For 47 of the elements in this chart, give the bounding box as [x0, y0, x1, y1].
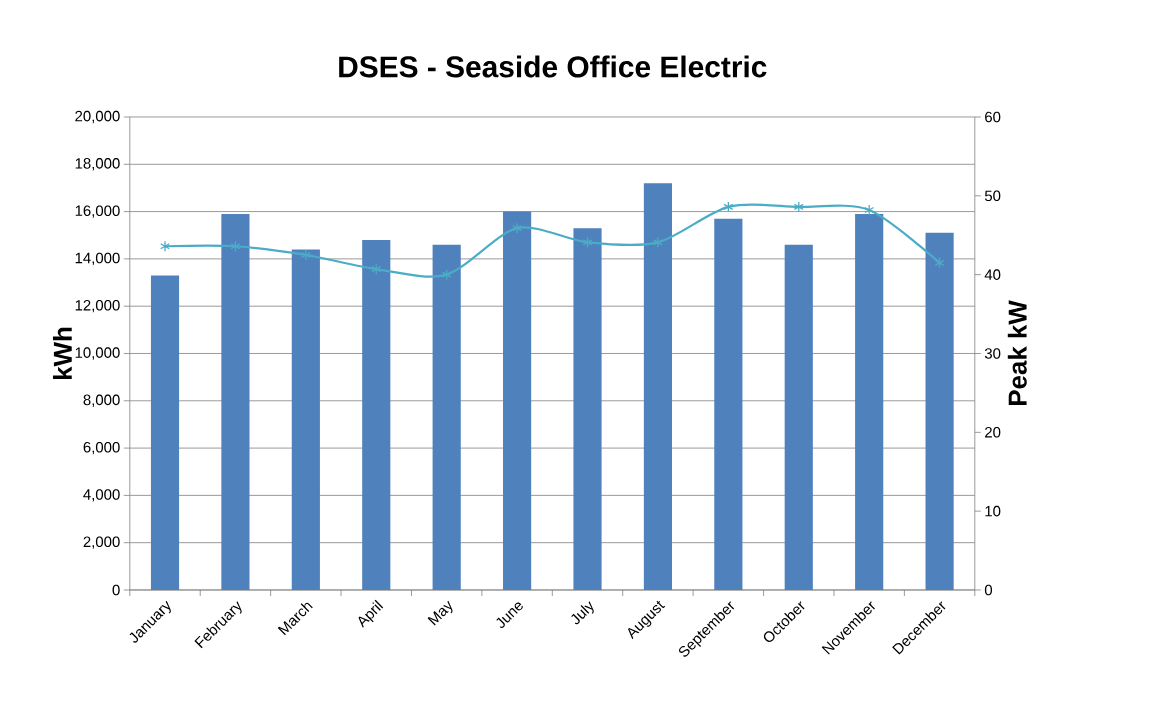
point: [793, 201, 804, 213]
bar: [643, 183, 673, 590]
bar: [855, 213, 884, 590]
bar: [291, 249, 320, 590]
y-tick-label: 16,000: [75, 205, 120, 218]
bar: [221, 213, 250, 590]
point: [160, 240, 170, 252]
point: [441, 269, 452, 281]
point: [371, 263, 382, 275]
y-tick-label: 4,000: [83, 489, 120, 502]
y2-tick-label: 0: [984, 584, 993, 596]
point: [300, 249, 311, 261]
y2-tick-label: 30: [984, 348, 1001, 359]
y-tick-label: 10,000: [75, 347, 120, 360]
y2-tick-label: 50: [984, 190, 1001, 202]
bar: [362, 239, 391, 590]
y-tick-label: 0: [112, 584, 120, 596]
y-tick-label: 2,000: [83, 536, 120, 549]
bar: [573, 228, 602, 590]
bar: [784, 244, 813, 590]
point: [864, 204, 875, 216]
y-tick-label: 18,000: [75, 158, 120, 171]
bar: [432, 244, 461, 590]
point: [723, 201, 734, 213]
y2-tick-label: 10: [985, 505, 1001, 517]
y-tick-label: 20,000: [75, 110, 120, 124]
y2-axis-title: Peak kW: [1007, 300, 1027, 406]
y-tick-label: 14,000: [75, 252, 120, 266]
x-tick-label: May: [427, 600, 453, 626]
chart-title: DSES - Seaside Office Electric: [339, 55, 767, 78]
y2-tick-label: 60: [985, 111, 1001, 123]
point: [230, 240, 241, 252]
bar: [925, 232, 954, 590]
bar: [714, 218, 743, 590]
y-tick-label: 12,000: [75, 300, 120, 313]
y-axis-title: kWh: [52, 327, 72, 380]
point: [652, 236, 663, 248]
point: [512, 222, 523, 234]
point: [582, 236, 593, 248]
x-tick-label: July: [571, 601, 594, 625]
y2-tick-label: 20: [985, 427, 1001, 438]
y-tick-label: 6,000: [83, 441, 120, 455]
y2-tick-label: 40: [984, 269, 1001, 280]
y-tick-label: 8,000: [83, 394, 120, 407]
point: [934, 257, 945, 269]
bar: [150, 275, 180, 590]
bar: [503, 211, 532, 590]
